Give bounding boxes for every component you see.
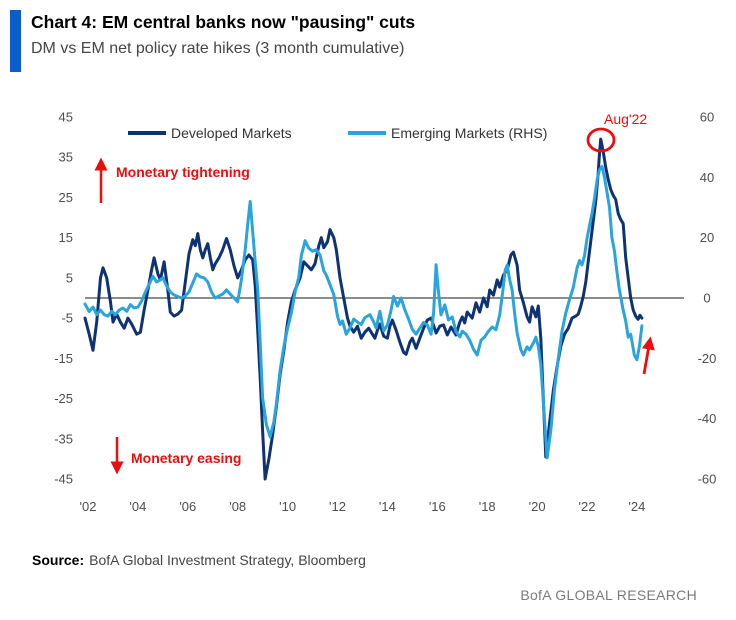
chart-subtitle: DM vs EM net policy rate hikes (3 month …: [31, 40, 405, 57]
left-axis-tick: 15: [59, 230, 73, 245]
left-axis-tick: -35: [54, 431, 73, 446]
x-axis-tick: '18: [479, 499, 496, 514]
series-developed-markets: [83, 137, 644, 481]
title-block: Chart 4: EM central banks now "pausing" …: [31, 10, 415, 72]
legend-item-developed-markets: Developed Markets: [128, 125, 292, 141]
left-axis-tick: -25: [54, 391, 73, 406]
right-axis-tick: -20: [698, 351, 717, 366]
right-axis-tick: -40: [698, 411, 717, 426]
easing-label: Monetary easing: [131, 450, 241, 466]
x-axis-tick: '08: [229, 499, 246, 514]
left-axis-tick: -15: [54, 351, 73, 366]
x-axis-tick: '04: [129, 499, 146, 514]
left-axis-tick: 5: [66, 270, 73, 285]
left-axis-tick: 35: [59, 150, 73, 165]
x-axis-tick: '20: [529, 499, 546, 514]
series-emerging-markets-rhs: [83, 165, 644, 460]
right-axis-tick: 60: [700, 110, 714, 125]
chart-header: Chart 4: EM central banks now "pausing" …: [10, 10, 415, 72]
source-line: Source: BofA Global Investment Strategy, …: [32, 552, 366, 568]
x-axis-tick: '22: [579, 499, 596, 514]
left-axis-tick: 25: [59, 190, 73, 205]
x-axis-tick: '06: [179, 499, 196, 514]
aug22-peak-circle: [586, 127, 616, 153]
aug22-peak-label: Aug'22: [604, 111, 647, 127]
legend-item-emerging-markets: Emerging Markets (RHS): [348, 125, 547, 141]
x-axis-tick: '16: [429, 499, 446, 514]
brand-text: BofA GLOBAL RESEARCH: [520, 587, 697, 603]
em-rebound-arrow-up-icon: [641, 336, 655, 375]
title-accent-bar: [10, 10, 21, 72]
right-axis-tick: -60: [698, 472, 717, 487]
x-axis-tick: '24: [628, 499, 645, 514]
chart-title: Chart 4: EM central banks now "pausing" …: [31, 12, 416, 32]
x-axis-tick: '02: [80, 499, 97, 514]
right-axis-tick: 40: [700, 170, 714, 185]
source-label: Source:: [32, 552, 85, 568]
left-axis-tick: -45: [54, 472, 73, 487]
source-text: BofA Global Investment Strategy, Bloombe…: [89, 552, 366, 568]
right-axis-tick: 20: [700, 230, 714, 245]
x-axis-tick: '12: [329, 499, 346, 514]
tightening-label: Monetary tightening: [116, 164, 250, 180]
left-axis-tick: -5: [61, 311, 73, 326]
legend: Developed Markets Emerging Markets (RHS): [128, 125, 547, 141]
legend-label: Developed Markets: [171, 125, 292, 141]
right-axis-tick: 0: [703, 291, 710, 306]
left-axis-tick: 45: [59, 110, 73, 125]
x-axis-tick: '14: [379, 499, 396, 514]
x-axis-tick: '10: [279, 499, 296, 514]
legend-label: Emerging Markets (RHS): [391, 125, 547, 141]
